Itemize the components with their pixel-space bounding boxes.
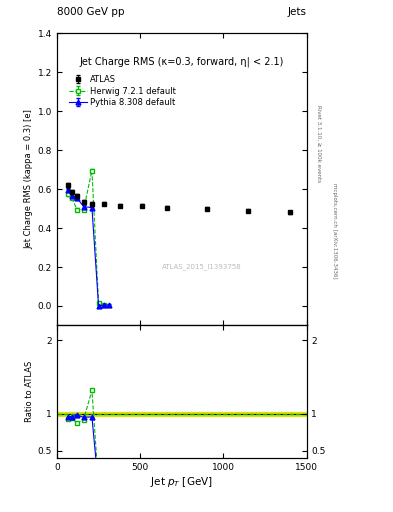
- Text: ATLAS_2015_I1393758: ATLAS_2015_I1393758: [162, 264, 242, 270]
- Text: Rivet 3.1.10, ≥ 100k events: Rivet 3.1.10, ≥ 100k events: [316, 105, 321, 182]
- X-axis label: Jet $p_T$ [GeV]: Jet $p_T$ [GeV]: [151, 475, 213, 489]
- Y-axis label: Ratio to ATLAS: Ratio to ATLAS: [25, 361, 33, 422]
- Text: 8000 GeV pp: 8000 GeV pp: [57, 7, 125, 17]
- Y-axis label: Jet Charge RMS (kappa = 0.3) [e]: Jet Charge RMS (kappa = 0.3) [e]: [25, 110, 33, 249]
- Text: mcplots.cern.ch [arXiv:1306.3436]: mcplots.cern.ch [arXiv:1306.3436]: [332, 183, 337, 278]
- Text: Jet Charge RMS (κ=0.3, forward, η| < 2.1): Jet Charge RMS (κ=0.3, forward, η| < 2.1…: [79, 57, 284, 67]
- Text: Jets: Jets: [288, 7, 307, 17]
- Legend: ATLAS, Herwig 7.2.1 default, Pythia 8.308 default: ATLAS, Herwig 7.2.1 default, Pythia 8.30…: [66, 73, 179, 110]
